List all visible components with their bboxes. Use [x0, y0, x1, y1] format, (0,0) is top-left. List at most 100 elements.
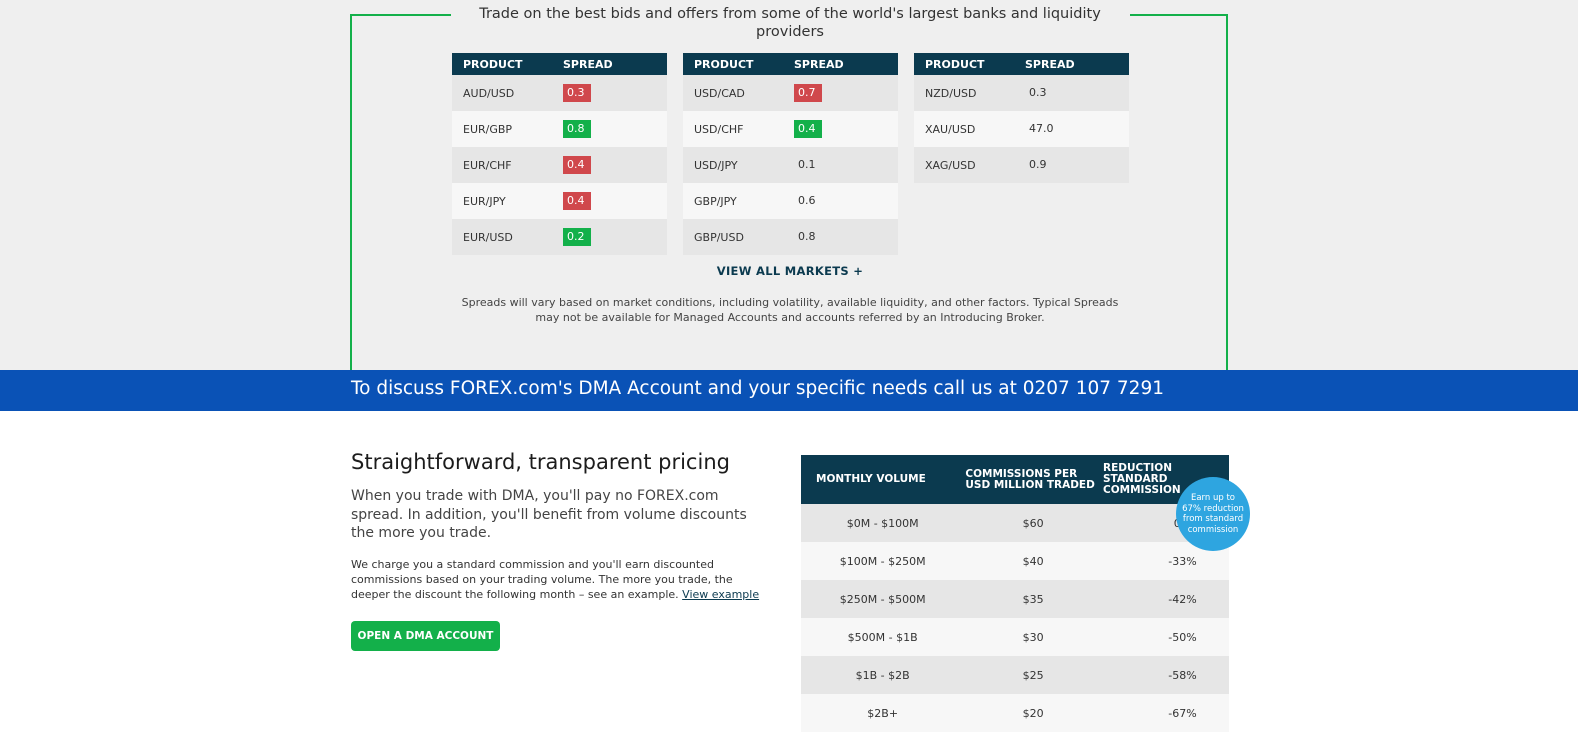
header-monthly-volume: MONTHLY VOLUME — [801, 455, 965, 504]
spread-row: XAG/USD 0.9 — [914, 147, 1129, 183]
spread-badge: 0.7 — [794, 84, 822, 102]
spread-cell: 0.1 — [783, 147, 898, 183]
product-cell: EUR/GBP — [452, 111, 552, 147]
frame-border-top-left — [350, 14, 451, 16]
spread-cell: 0.8 — [552, 111, 667, 147]
product-cell: EUR/USD — [452, 219, 552, 255]
spread-row: XAU/USD 47.0 — [914, 111, 1129, 147]
spread-row: EUR/USD 0.2 — [452, 219, 667, 255]
spread-cell: 0.8 — [783, 219, 898, 255]
commission-cell: $35 — [964, 580, 1102, 618]
product-cell: GBP/USD — [683, 219, 783, 255]
commission-row: $1B - $2B $25 -58% — [801, 656, 1229, 694]
contact-banner-text: To discuss FOREX.com's DMA Account and y… — [351, 378, 1164, 399]
volume-cell: $1B - $2B — [801, 656, 965, 694]
header-spread: SPREAD — [783, 53, 898, 75]
spread-table-1: PRODUCT SPREAD AUD/USD 0.3 EUR/GBP 0.8 EUR/C… — [452, 53, 667, 255]
spread-badge: 0.2 — [563, 228, 591, 246]
spread-cell: 0.7 — [783, 75, 898, 111]
frame-border-left — [350, 14, 352, 370]
spread-badge: 0.4 — [794, 120, 822, 138]
spread-row: AUD/USD 0.3 — [452, 75, 667, 111]
spread-badge: 0.4 — [563, 156, 591, 174]
spread-badge: 0.4 — [563, 192, 591, 210]
spreads-disclaimer: Spreads will vary based on market condit… — [461, 296, 1119, 324]
view-all-markets-link[interactable]: VIEW ALL MARKETS + — [716, 264, 864, 278]
spread-cell: 0.9 — [1014, 147, 1129, 183]
frame-border-right — [1226, 14, 1228, 370]
spread-badge: 0.1 — [798, 158, 816, 171]
product-cell: GBP/JPY — [683, 183, 783, 219]
spread-row: GBP/USD 0.8 — [683, 219, 898, 255]
spread-badge: 0.3 — [563, 84, 591, 102]
pricing-body: We charge you a standard commission and … — [351, 557, 771, 602]
pricing-lead: When you trade with DMA, you'll pay no F… — [351, 488, 747, 541]
spread-row: USD/JPY 0.1 — [683, 147, 898, 183]
product-cell: XAG/USD — [914, 147, 1014, 183]
spread-cell: 0.4 — [552, 147, 667, 183]
spread-cell: 0.6 — [783, 183, 898, 219]
volume-cell: $100M - $250M — [801, 542, 965, 580]
intro-text: Trade on the best bids and offers from s… — [479, 6, 1101, 40]
commission-row: $0M - $100M$600% — [801, 504, 1229, 542]
spread-row: NZD/USD 0.3 — [914, 75, 1129, 111]
header-product: PRODUCT — [914, 53, 1014, 75]
spread-row: GBP/JPY 0.6 — [683, 183, 898, 219]
spread-cell: 0.4 — [552, 183, 667, 219]
contact-banner: To discuss FOREX.com's DMA Account and y… — [0, 370, 1578, 411]
spread-badge: 47.0 — [1029, 122, 1054, 135]
product-cell: NZD/USD — [914, 75, 1014, 111]
volume-cell: $250M - $500M — [801, 580, 965, 618]
open-dma-account-button[interactable]: OPEN A DMA ACCOUNT — [351, 621, 500, 651]
pricing-body-text: We charge you a standard commission and … — [351, 558, 733, 601]
spread-badge: 0.6 — [798, 194, 816, 207]
spread-row: EUR/JPY 0.4 — [452, 183, 667, 219]
product-cell: XAU/USD — [914, 111, 1014, 147]
spread-row: EUR/CHF 0.4 — [452, 147, 667, 183]
reduction-cell: -50% — [1102, 618, 1229, 656]
spread-badge: 0.8 — [798, 230, 816, 243]
header-spread: SPREAD — [1014, 53, 1129, 75]
commission-row: $2B+ $20 -67% — [801, 694, 1229, 732]
pricing-title: Straightforward, transparent pricing — [351, 450, 730, 474]
spread-badge: 0.9 — [1029, 158, 1047, 171]
reduction-cell: -42% — [1102, 580, 1229, 618]
spread-row: USD/CAD 0.7 — [683, 75, 898, 111]
reduction-bubble: Earn up to 67% reduction from standard c… — [1176, 477, 1250, 551]
reduction-cell: -58% — [1102, 656, 1229, 694]
spread-table-3: PRODUCT SPREAD NZD/USD 0.3 XAU/USD 47.0 XAG/… — [914, 53, 1129, 183]
volume-cell: $0M - $100M — [801, 504, 965, 542]
header-product: PRODUCT — [452, 53, 552, 75]
volume-cell: $500M - $1B — [801, 618, 965, 656]
product-cell: USD/JPY — [683, 147, 783, 183]
spread-badge: 0.3 — [1029, 86, 1047, 99]
header-spread: SPREAD — [552, 53, 667, 75]
commission-row: $250M - $500M $35 -42% — [801, 580, 1229, 618]
commission-cell: $25 — [964, 656, 1102, 694]
commission-table: MONTHLY VOLUME COMMISSIONS PER USD MILLI… — [801, 455, 1229, 732]
reduction-cell: -67% — [1102, 694, 1229, 732]
commission-cell: $60 — [964, 504, 1102, 542]
spread-row: USD/CHF 0.4 — [683, 111, 898, 147]
commission-cell: $20 — [964, 694, 1102, 732]
product-cell: USD/CHF — [683, 111, 783, 147]
volume-cell: $2B+ — [801, 694, 965, 732]
product-cell: EUR/CHF — [452, 147, 552, 183]
view-example-link[interactable]: View example — [682, 588, 760, 601]
spread-cell: 0.2 — [552, 219, 667, 255]
commission-cell: $30 — [964, 618, 1102, 656]
commission-row: $100M - $250M $40 -33% — [801, 542, 1229, 580]
spread-cell: 47.0 — [1014, 111, 1129, 147]
header-product: PRODUCT — [683, 53, 783, 75]
spread-badge: 0.8 — [563, 120, 591, 138]
spread-cell: 0.3 — [1014, 75, 1129, 111]
frame-border-top-right — [1130, 14, 1228, 16]
spread-row: EUR/GBP 0.8 — [452, 111, 667, 147]
commission-row: $500M - $1B $30 -50% — [801, 618, 1229, 656]
product-cell: USD/CAD — [683, 75, 783, 111]
spread-cell: 0.3 — [552, 75, 667, 111]
product-cell: EUR/JPY — [452, 183, 552, 219]
spread-table-2: PRODUCT SPREAD USD/CAD 0.7 USD/CHF 0.4 USD/J… — [683, 53, 898, 255]
header-commission: COMMISSIONS PER USD MILLION TRADED — [964, 455, 1102, 504]
spread-cell: 0.4 — [783, 111, 898, 147]
